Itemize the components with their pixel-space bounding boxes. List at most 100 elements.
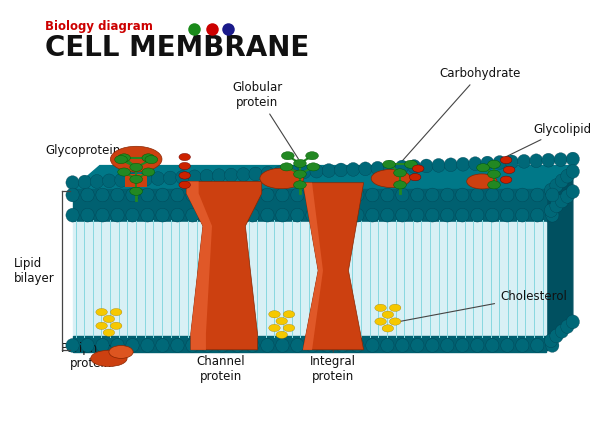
Ellipse shape <box>336 208 349 222</box>
Polygon shape <box>187 181 212 350</box>
Ellipse shape <box>426 188 439 202</box>
Ellipse shape <box>516 188 529 202</box>
Ellipse shape <box>66 339 79 352</box>
Ellipse shape <box>201 339 214 352</box>
Ellipse shape <box>216 188 229 202</box>
Text: CELL MEMBRANE: CELL MEMBRANE <box>45 34 310 62</box>
Ellipse shape <box>280 163 293 171</box>
Ellipse shape <box>156 208 169 222</box>
Ellipse shape <box>276 188 289 202</box>
Ellipse shape <box>561 319 574 333</box>
Ellipse shape <box>555 194 569 208</box>
Ellipse shape <box>471 339 484 352</box>
Ellipse shape <box>351 339 364 352</box>
Ellipse shape <box>118 168 130 176</box>
Ellipse shape <box>501 176 512 184</box>
Ellipse shape <box>306 208 319 222</box>
Ellipse shape <box>382 160 395 168</box>
Ellipse shape <box>394 181 406 189</box>
Ellipse shape <box>501 208 514 222</box>
Ellipse shape <box>444 158 457 172</box>
Ellipse shape <box>505 155 518 169</box>
Ellipse shape <box>81 188 94 202</box>
Ellipse shape <box>531 208 544 222</box>
Ellipse shape <box>126 188 139 202</box>
Ellipse shape <box>141 208 154 222</box>
Ellipse shape <box>276 339 289 352</box>
Ellipse shape <box>359 162 372 176</box>
Ellipse shape <box>282 151 294 160</box>
Ellipse shape <box>307 163 319 171</box>
Polygon shape <box>72 222 545 335</box>
Ellipse shape <box>334 163 348 177</box>
Ellipse shape <box>91 174 103 188</box>
Ellipse shape <box>426 208 439 222</box>
Ellipse shape <box>396 339 409 352</box>
Ellipse shape <box>456 208 469 222</box>
Ellipse shape <box>283 324 295 332</box>
Bar <box>125 174 147 187</box>
Ellipse shape <box>561 169 574 183</box>
Ellipse shape <box>151 172 165 185</box>
Ellipse shape <box>118 154 130 162</box>
Text: Biology diagram: Biology diagram <box>45 20 153 33</box>
Ellipse shape <box>145 155 158 164</box>
Ellipse shape <box>310 164 323 178</box>
Ellipse shape <box>457 157 469 171</box>
Ellipse shape <box>546 208 559 222</box>
Ellipse shape <box>163 171 177 185</box>
Ellipse shape <box>408 160 421 174</box>
Ellipse shape <box>488 170 501 178</box>
Ellipse shape <box>441 208 454 222</box>
Polygon shape <box>187 181 262 350</box>
Ellipse shape <box>501 188 514 202</box>
Ellipse shape <box>467 174 497 189</box>
Ellipse shape <box>322 164 335 178</box>
Ellipse shape <box>225 168 238 182</box>
Ellipse shape <box>306 339 319 352</box>
Ellipse shape <box>351 208 364 222</box>
Ellipse shape <box>566 185 580 198</box>
Ellipse shape <box>366 339 379 352</box>
Ellipse shape <box>382 311 394 318</box>
Ellipse shape <box>96 309 107 316</box>
Text: Cholesterol: Cholesterol <box>400 290 567 322</box>
Ellipse shape <box>66 176 79 190</box>
Ellipse shape <box>346 162 360 176</box>
Ellipse shape <box>283 311 295 318</box>
Ellipse shape <box>81 208 94 222</box>
Ellipse shape <box>546 339 559 352</box>
Ellipse shape <box>555 324 569 338</box>
Ellipse shape <box>381 208 394 222</box>
Ellipse shape <box>291 208 304 222</box>
Ellipse shape <box>550 329 563 343</box>
Ellipse shape <box>237 168 250 181</box>
Ellipse shape <box>111 188 124 202</box>
Ellipse shape <box>481 156 494 170</box>
Ellipse shape <box>130 175 143 184</box>
Ellipse shape <box>366 188 379 202</box>
Ellipse shape <box>381 339 394 352</box>
Ellipse shape <box>389 318 401 325</box>
Text: Integral
protein: Integral protein <box>310 350 356 383</box>
Ellipse shape <box>366 208 379 222</box>
Ellipse shape <box>142 168 155 176</box>
Ellipse shape <box>156 188 169 202</box>
Ellipse shape <box>471 208 484 222</box>
Ellipse shape <box>382 325 394 332</box>
Ellipse shape <box>420 159 433 173</box>
Ellipse shape <box>179 162 190 170</box>
Ellipse shape <box>231 339 244 352</box>
Ellipse shape <box>321 208 334 222</box>
Ellipse shape <box>103 329 114 336</box>
Ellipse shape <box>261 208 274 222</box>
Ellipse shape <box>111 339 124 352</box>
Ellipse shape <box>336 188 349 202</box>
Ellipse shape <box>486 339 499 352</box>
Ellipse shape <box>432 158 445 172</box>
Ellipse shape <box>550 199 563 213</box>
Text: Peripheral
protein: Peripheral protein <box>61 342 121 370</box>
Ellipse shape <box>504 166 515 174</box>
Ellipse shape <box>395 160 409 174</box>
Text: Carbohydrate: Carbohydrate <box>402 67 521 161</box>
